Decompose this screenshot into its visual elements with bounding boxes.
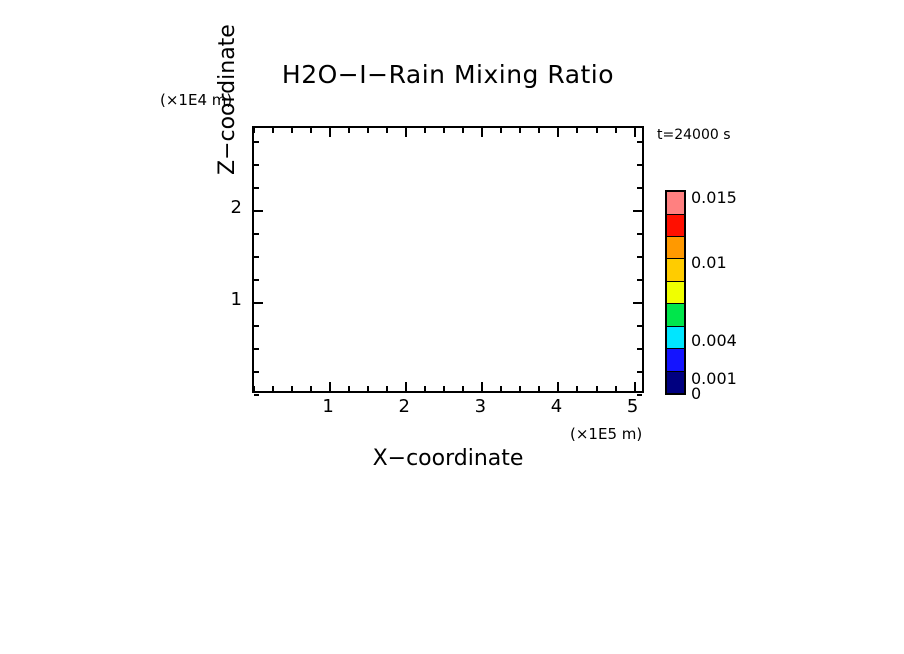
x-minor-tick xyxy=(310,386,313,391)
x-minor-tick-top xyxy=(386,128,389,133)
colorbar-tick-label: 0.01 xyxy=(691,253,727,272)
x-minor-tick-top xyxy=(519,128,522,133)
y-minor-tick-right xyxy=(637,255,642,258)
y-tick-label: 1 xyxy=(230,288,242,310)
x-major-tick-top xyxy=(481,128,484,137)
y-minor-tick xyxy=(254,163,259,166)
x-major-tick-top xyxy=(557,128,560,137)
x-axis-title: X−coordinate xyxy=(372,446,524,471)
x-minor-tick xyxy=(272,386,275,391)
x-minor-tick-top xyxy=(253,128,255,133)
colorbar-tick-label: 0 xyxy=(691,384,702,403)
colorbar-band xyxy=(667,280,684,304)
x-minor-tick xyxy=(519,386,522,391)
x-minor-tick-top xyxy=(614,128,617,133)
y-minor-tick xyxy=(254,232,259,235)
x-minor-tick-top xyxy=(462,128,465,133)
y-minor-tick xyxy=(254,186,259,189)
colorbar-tick-label: 0.004 xyxy=(691,331,737,350)
x-minor-tick-top xyxy=(424,128,427,133)
y-minor-tick xyxy=(254,394,259,396)
y-minor-tick-right xyxy=(637,186,642,189)
colorbar-band xyxy=(667,303,684,326)
x-minor-tick-top xyxy=(500,128,503,133)
x-minor-tick xyxy=(538,386,541,391)
x-major-tick xyxy=(481,382,484,391)
plot-data-area xyxy=(254,128,642,391)
colorbar-band xyxy=(667,213,684,236)
y-minor-tick-right xyxy=(637,394,642,396)
x-minor-tick xyxy=(595,386,598,391)
y-major-tick-right xyxy=(633,301,642,304)
colorbar[interactable] xyxy=(665,190,686,395)
x-minor-tick xyxy=(443,386,446,391)
y-minor-tick-right xyxy=(637,163,642,166)
colorbar-tick-label: 0.001 xyxy=(691,369,737,388)
y-axis-title: Z−coordinate xyxy=(215,24,240,175)
x-axis-unit-label: (×1E5 m) xyxy=(570,425,643,443)
x-minor-tick xyxy=(367,386,370,391)
y-minor-tick xyxy=(254,370,259,373)
x-minor-tick-top xyxy=(310,128,313,133)
colorbar-tick-label: 0.015 xyxy=(691,188,737,207)
x-tick-label: 5 xyxy=(626,396,639,417)
x-tick-label: 2 xyxy=(398,396,410,417)
y-minor-tick xyxy=(254,324,259,327)
x-minor-tick-top xyxy=(443,128,446,133)
y-minor-tick-right xyxy=(637,140,642,143)
x-tick-label: 1 xyxy=(322,396,334,417)
y-minor-tick-right xyxy=(637,370,642,373)
x-major-tick-top xyxy=(633,128,636,137)
y-minor-tick xyxy=(254,347,259,350)
x-minor-tick xyxy=(386,386,389,391)
x-minor-tick-top xyxy=(576,128,579,133)
x-major-tick-top xyxy=(405,128,408,137)
x-major-tick xyxy=(329,382,332,391)
y-minor-tick xyxy=(254,278,259,281)
colorbar-band xyxy=(667,235,684,259)
x-minor-tick xyxy=(462,386,465,391)
colorbar-band xyxy=(667,192,684,214)
x-minor-tick xyxy=(576,386,579,391)
x-minor-tick-top xyxy=(291,128,294,133)
y-minor-tick-right xyxy=(637,232,642,235)
y-minor-tick-right xyxy=(637,324,642,327)
x-minor-tick xyxy=(253,386,255,391)
x-minor-tick xyxy=(291,386,294,391)
x-major-tick xyxy=(633,382,636,391)
x-minor-tick xyxy=(424,386,427,391)
plot-frame xyxy=(252,126,644,396)
colorbar-band xyxy=(667,325,684,349)
y-tick-label: 2 xyxy=(230,196,242,218)
x-minor-tick xyxy=(614,386,617,391)
colorbar-band xyxy=(667,348,684,371)
x-minor-tick-top xyxy=(348,128,351,133)
x-minor-tick-top xyxy=(595,128,598,133)
x-minor-tick-top xyxy=(367,128,370,133)
y-axis-unit-label: (×1E4 m) xyxy=(160,91,233,109)
x-minor-tick-top xyxy=(272,128,275,133)
y-major-tick xyxy=(254,301,263,304)
y-minor-tick xyxy=(254,140,259,143)
y-minor-tick xyxy=(254,255,259,258)
x-minor-tick-top xyxy=(538,128,541,133)
x-minor-tick xyxy=(500,386,503,391)
page-title: H2O−I−Rain Mixing Ratio xyxy=(281,60,615,89)
x-tick-label: 4 xyxy=(550,396,563,417)
x-tick-label: 3 xyxy=(474,396,487,417)
time-annotation: t=24000 s xyxy=(657,127,731,143)
colorbar-band xyxy=(667,370,684,393)
y-minor-tick-right xyxy=(637,278,642,281)
y-major-tick-right xyxy=(633,209,642,212)
x-major-tick xyxy=(405,382,408,391)
y-major-tick xyxy=(254,209,263,212)
x-major-tick xyxy=(557,382,560,391)
x-minor-tick xyxy=(348,386,351,391)
x-major-tick-top xyxy=(329,128,332,137)
colorbar-band xyxy=(667,258,684,281)
y-minor-tick-right xyxy=(637,347,642,350)
